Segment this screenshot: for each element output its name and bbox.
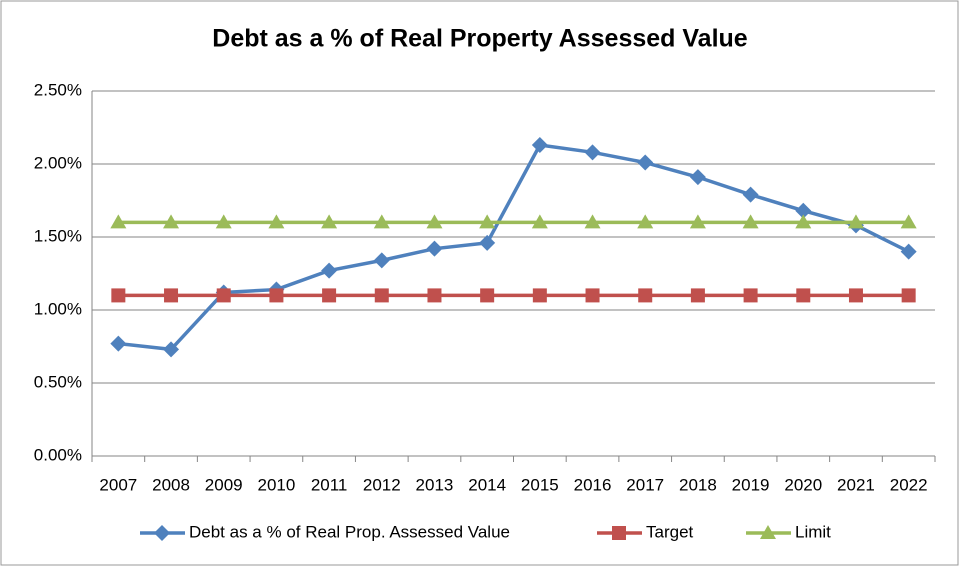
marker <box>164 288 179 303</box>
legend-label: Target <box>646 522 694 541</box>
marker <box>269 288 284 303</box>
legend-marker <box>612 526 626 540</box>
marker <box>795 202 812 219</box>
y-tick-label: 0.00% <box>34 445 82 464</box>
marker <box>480 288 495 303</box>
marker <box>796 288 811 303</box>
x-tick-label: 2021 <box>837 475 875 494</box>
marker <box>584 144 601 161</box>
marker <box>321 214 338 229</box>
marker <box>742 186 759 203</box>
y-tick-label: 0.50% <box>34 372 82 391</box>
x-tick-label: 2011 <box>311 475 348 494</box>
marker <box>111 288 126 303</box>
y-tick-label: 1.00% <box>34 299 82 318</box>
marker <box>373 214 390 229</box>
y-tick-label: 2.50% <box>34 80 82 99</box>
y-tick-label: 1.50% <box>34 226 82 245</box>
series-line <box>118 143 910 352</box>
marker <box>795 214 812 229</box>
marker <box>110 335 127 352</box>
chart-title: Debt as a % of Real Property Assessed Va… <box>212 25 748 53</box>
marker <box>373 252 390 269</box>
x-tick-label: 2020 <box>784 475 822 494</box>
x-tick-label: 2007 <box>99 475 137 494</box>
x-tick-label: 2015 <box>521 475 559 494</box>
marker <box>901 288 916 303</box>
marker <box>163 214 180 229</box>
x-tick-label: 2018 <box>679 475 717 494</box>
marker <box>638 288 653 303</box>
x-tick-label: 2013 <box>416 475 454 494</box>
legend-marker <box>154 525 170 541</box>
marker <box>427 288 442 303</box>
marker <box>268 214 285 229</box>
marker <box>531 137 548 154</box>
x-tick-label: 2022 <box>890 475 928 494</box>
marker <box>689 214 706 229</box>
y-tick-label: 2.00% <box>34 153 82 172</box>
x-tick-label: 2008 <box>152 475 190 494</box>
marker <box>847 214 864 229</box>
marker <box>532 288 547 303</box>
marker <box>479 214 496 229</box>
x-tick-label: 2014 <box>468 475 506 494</box>
marker <box>637 154 654 171</box>
marker <box>426 214 443 229</box>
marker <box>163 341 180 358</box>
legend-marker <box>760 525 776 539</box>
marker <box>900 214 917 229</box>
marker <box>900 243 917 260</box>
x-tick-label: 2012 <box>363 475 401 494</box>
marker <box>743 288 758 303</box>
marker <box>531 214 548 229</box>
legend-label: Debt as a % of Real Prop. Assessed Value <box>189 522 510 541</box>
x-tick-label: 2010 <box>257 475 295 494</box>
legend-label: Limit <box>795 522 831 541</box>
marker <box>742 214 759 229</box>
marker <box>690 288 705 303</box>
marker <box>215 214 232 229</box>
marker <box>322 288 337 303</box>
marker <box>848 288 863 303</box>
marker <box>637 214 654 229</box>
x-tick-label: 2019 <box>732 475 770 494</box>
x-tick-label: 2009 <box>205 475 243 494</box>
marker <box>321 262 338 279</box>
marker <box>426 240 443 257</box>
marker <box>585 288 600 303</box>
x-tick-label: 2017 <box>626 475 664 494</box>
marker <box>479 234 496 251</box>
x-tick-label: 2016 <box>574 475 612 494</box>
marker <box>216 288 231 303</box>
marker <box>110 214 127 229</box>
marker <box>374 288 389 303</box>
marker <box>689 169 706 186</box>
marker <box>584 214 601 229</box>
